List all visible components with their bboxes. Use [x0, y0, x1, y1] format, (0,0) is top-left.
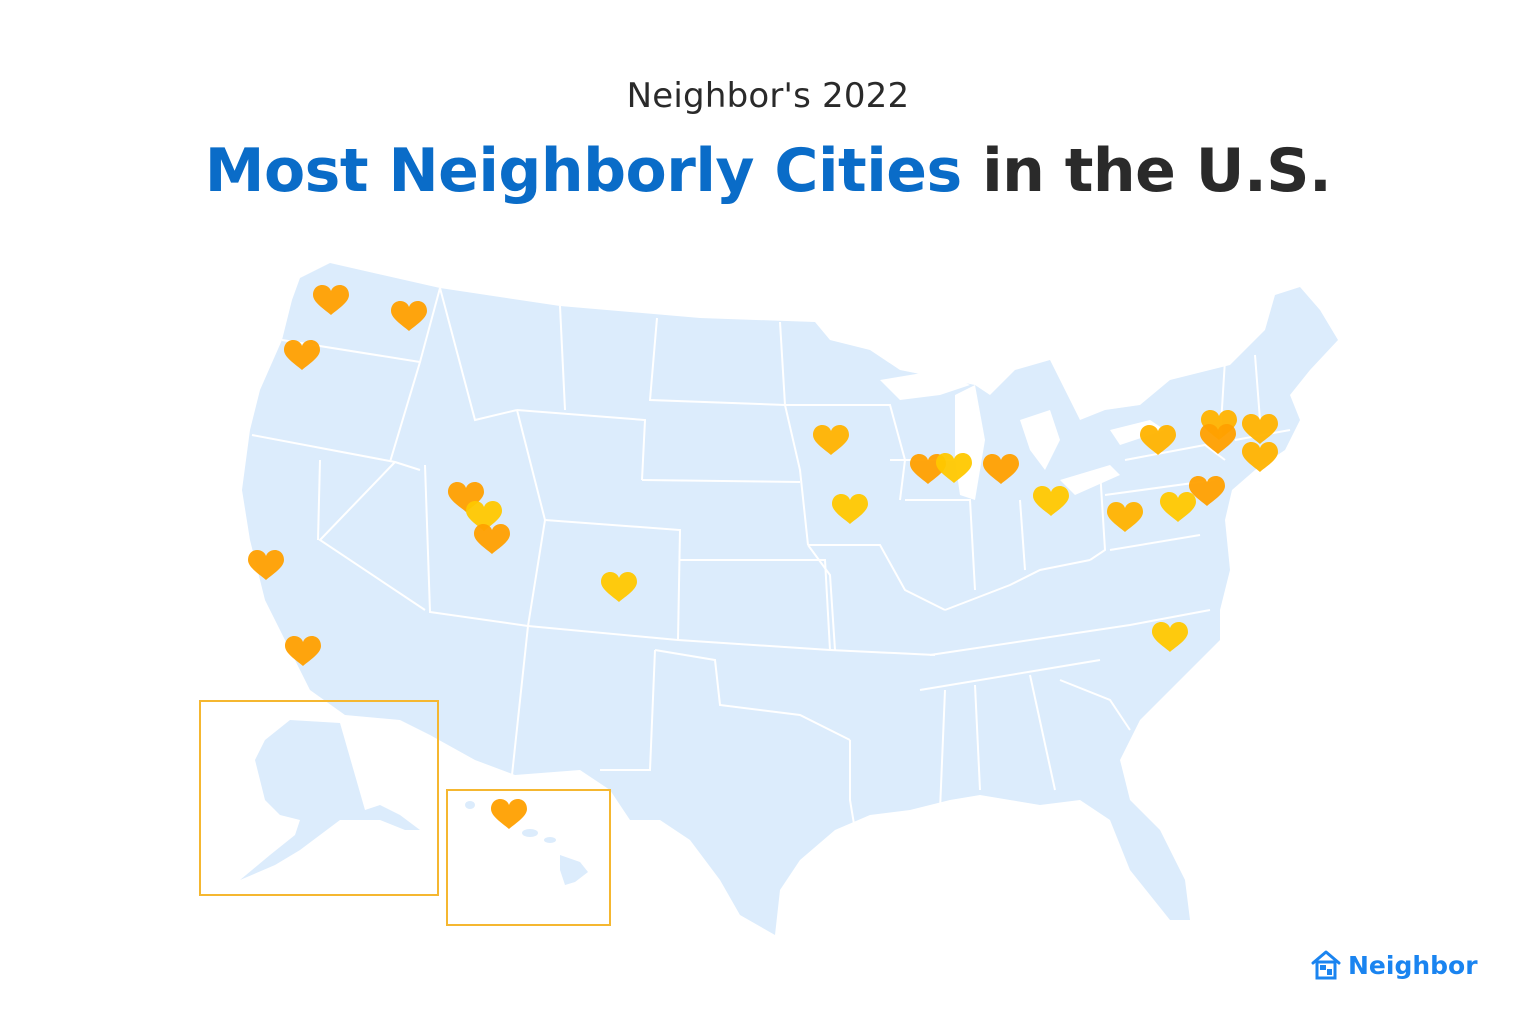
house-icon — [1311, 950, 1341, 980]
title-rest: in the U.S. — [982, 136, 1332, 206]
hawaii-inset — [446, 789, 611, 926]
alaska-inset-frame — [199, 700, 439, 896]
alaska-inset — [199, 700, 439, 896]
page-title: Most Neighborly Cities in the U.S. — [0, 136, 1536, 206]
brand-name: Neighbor — [1348, 950, 1478, 980]
subtitle: Neighbor's 2022 — [626, 76, 910, 116]
hawaii-inset-frame — [446, 789, 611, 926]
title-highlight: Most Neighborly Cities — [204, 136, 962, 206]
neighbor-logo: Neighbor — [1310, 950, 1478, 980]
heart-icon — [491, 799, 527, 829]
contiguous-us-land — [242, 263, 1338, 935]
state-borders — [251, 287, 1291, 831]
